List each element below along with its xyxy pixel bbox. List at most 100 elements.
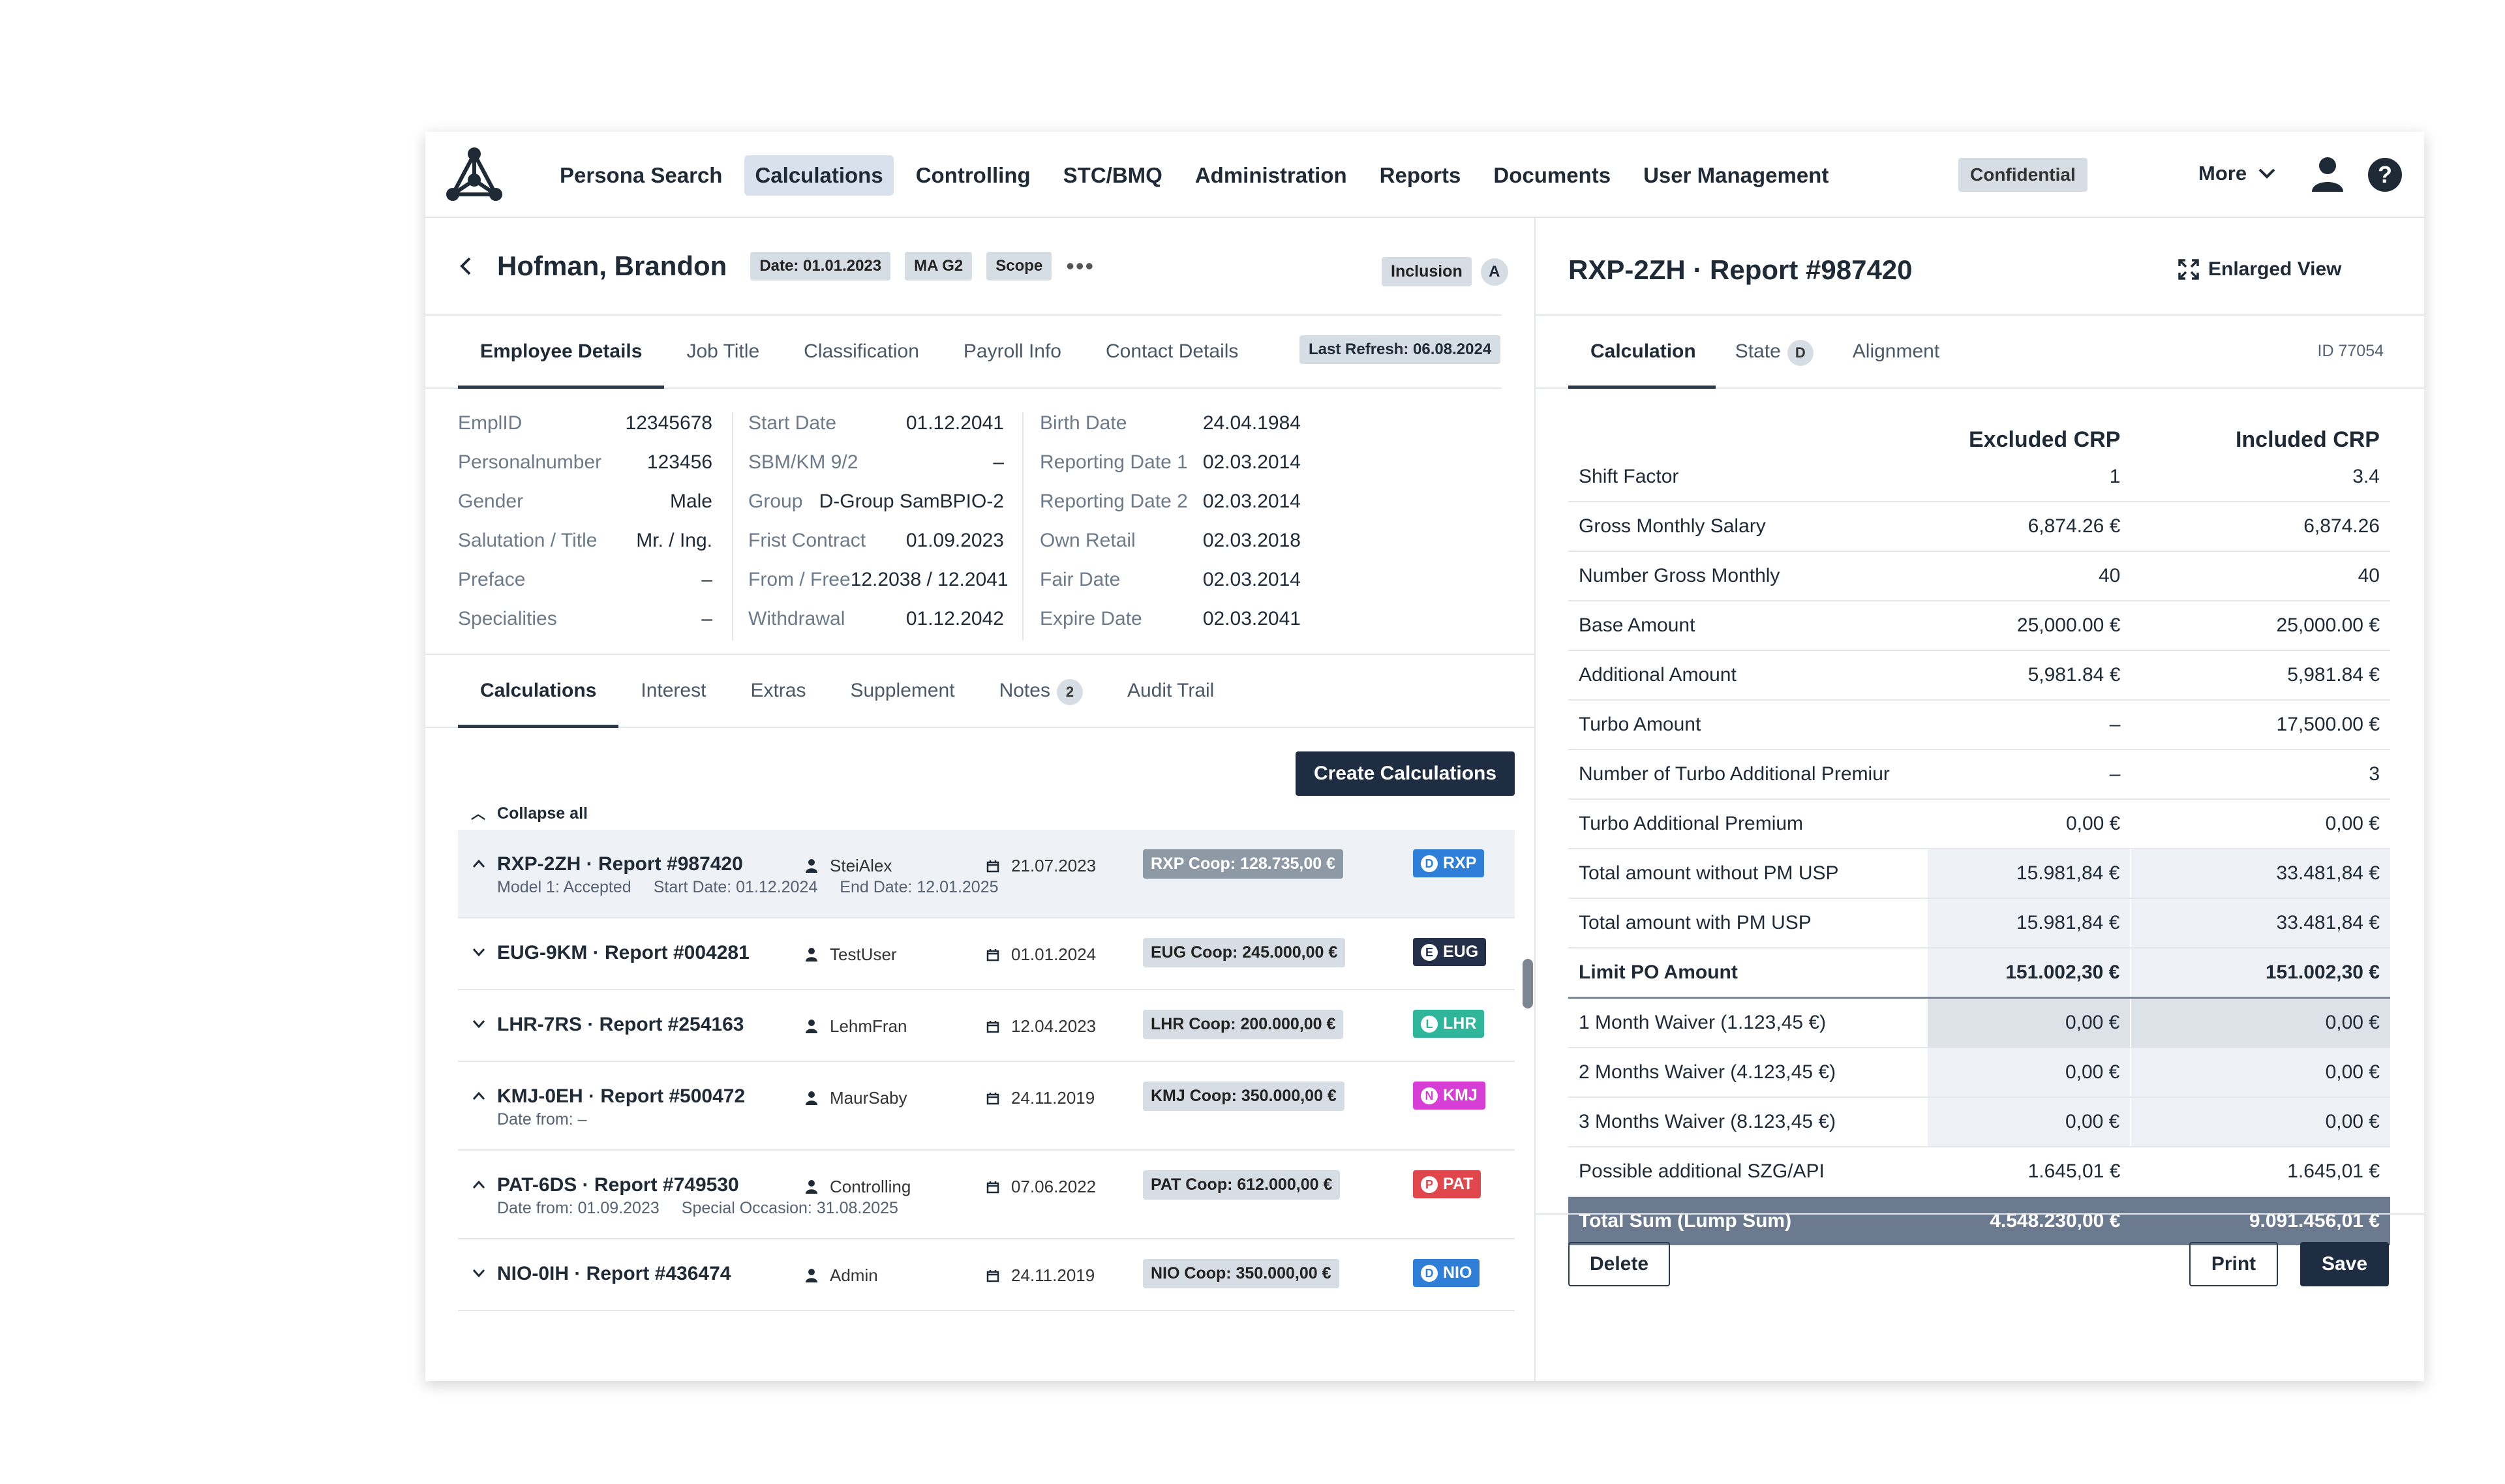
detail-row: Preface – <box>458 569 712 608</box>
logo-icon[interactable] <box>445 146 504 202</box>
report-date: 07.06.2022 <box>986 1177 1096 1197</box>
detail-value: 12345678 <box>625 412 712 434</box>
code-badge: P PAT <box>1413 1170 1481 1198</box>
details-column-1: EmplID 12345678 Personalnumber 123456 Gender… <box>458 412 712 647</box>
list-item[interactable]: RXP-2ZH · Report #987420 SteiAlex 21.07.20… <box>458 830 1515 918</box>
tab-state[interactable]: State D <box>1716 316 1833 387</box>
tab-classification[interactable]: Classification <box>804 341 919 362</box>
calculation-table: Excluded CRP Included CRP Shift Factor 1 3… <box>1568 412 2390 1245</box>
more-menu[interactable]: More <box>2198 162 2275 185</box>
chevron-down-icon[interactable] <box>472 1264 485 1282</box>
tab-interest[interactable]: Interest <box>618 655 728 727</box>
nav-item-administration[interactable]: Administration <box>1194 163 1347 187</box>
table-row: Turbo Additional Premium 0,00 €0,00 € <box>1568 799 2390 849</box>
create-calculations-button[interactable]: Create Calculations <box>1296 751 1515 796</box>
delete-button[interactable]: Delete <box>1568 1242 1670 1286</box>
tab-payroll-info[interactable]: Payroll Info <box>963 341 1061 362</box>
report-detail-text: Date from: – <box>497 1110 587 1128</box>
header-included-crp: Included CRP <box>2235 427 2380 452</box>
excluded-crp-value: 40 <box>1927 551 2131 601</box>
tab-calculations[interactable]: Calculations <box>458 655 619 728</box>
code-badge: D RXP <box>1413 849 1485 877</box>
report-row: PAT-6DS · Report #749530 Controlling 07.06… <box>458 1151 1515 1221</box>
tab-extras[interactable]: Extras <box>728 655 828 727</box>
report-date: 21.07.2023 <box>986 856 1096 876</box>
collapse-all-button[interactable]: ︿ Collapse all <box>471 802 588 823</box>
detail-label: Reporting Date 1 <box>1040 451 1188 473</box>
nav-item-documents[interactable]: Documents <box>1493 163 1611 187</box>
detail-label: Fair Date <box>1040 569 1121 590</box>
nav-item-controlling[interactable]: Controlling <box>915 163 1031 187</box>
detail-label: Group <box>748 491 803 512</box>
excluded-crp-value: 1 <box>1927 453 2131 502</box>
back-arrow-icon[interactable] <box>458 254 474 278</box>
more-options-icon[interactable]: ••• <box>1066 252 1095 279</box>
chevron-down-icon[interactable] <box>472 943 485 962</box>
last-refresh-badge: Last Refresh: 06.08.2024 <box>1299 335 1501 364</box>
report-title: PAT-6DS · Report #749530 <box>497 1174 739 1196</box>
report-user-name: MaurSaby <box>830 1088 907 1108</box>
detail-row: Start Date 01.12.2041 <box>748 412 1004 451</box>
report-details: Model 1: Accepted Start Date: 01.12.2024 E… <box>458 878 1515 917</box>
nav-item-user-management[interactable]: User Management <box>1643 163 1829 187</box>
tab-state-label: State <box>1735 341 1781 362</box>
included-crp-value: 151.002,30 € <box>2130 948 2390 999</box>
enlarged-view-button[interactable]: Enlarged View <box>2178 258 2342 280</box>
detail-label: Salutation / Title <box>458 530 598 551</box>
detail-row: From / Free 12.2038 / 12.2041 <box>748 569 1009 608</box>
list-item[interactable]: NIO-0IH · Report #436474 Admin 24.11.2019 N… <box>458 1239 1515 1311</box>
code-badge: L LHR <box>1413 1010 1485 1038</box>
tab-calculation[interactable]: Calculation <box>1568 316 1716 389</box>
chevron-up-icon[interactable] <box>472 855 485 873</box>
tab-supplement[interactable]: Supplement <box>828 655 977 727</box>
nav-item-persona-search[interactable]: Persona Search <box>560 163 723 187</box>
detail-row: Expire Date 02.03.2041 <box>1040 608 1301 647</box>
employee-detail-tabs: Employee Details Job Title Classification P… <box>425 314 1502 389</box>
list-item[interactable]: LHR-7RS · Report #254163 LehmFran 12.04.20… <box>458 990 1515 1062</box>
table-row: Total amount without PM USP 15.981,84 €33… <box>1568 849 2390 899</box>
excluded-crp-value: 4.548.230,00 € <box>1927 1196 2131 1245</box>
nav-item-stc-bmq[interactable]: STC/BMQ <box>1063 163 1162 187</box>
chevron-down-icon[interactable] <box>472 1015 485 1033</box>
detail-row: Frist Contract 01.09.2023 <box>748 530 1004 569</box>
row-label: Total amount without PM USP <box>1568 849 1928 899</box>
detail-row: Own Retail 02.03.2018 <box>1040 530 1301 569</box>
table-row: Total amount with PM USP 15.981,84 €33.48… <box>1568 898 2390 948</box>
scrollbar[interactable] <box>1523 959 1533 1008</box>
table-row: Additional Amount 5,981.84 €5,981.84 € <box>1568 650 2390 701</box>
person-icon <box>806 1091 817 1105</box>
tab-notes[interactable]: Notes 2 <box>977 655 1105 727</box>
tab-employee-details[interactable]: Employee Details <box>458 316 665 389</box>
detail-row: Reporting Date 1 02.03.2014 <box>1040 451 1301 491</box>
table-row: Number of Turbo Additional Premiur –3 <box>1568 750 2390 800</box>
chevron-up-icon[interactable] <box>472 1175 485 1194</box>
detail-value: 24.04.1984 <box>1202 412 1301 434</box>
user-icon[interactable] <box>2309 155 2346 192</box>
report-detail-text: Model 1: Accepted <box>497 878 631 896</box>
save-button[interactable]: Save <box>2300 1242 2389 1286</box>
report-user: MaurSaby <box>805 1088 907 1108</box>
footer-divider <box>1536 1213 2424 1215</box>
nav-item-calculations[interactable]: Calculations <box>744 155 894 196</box>
tab-job-title[interactable]: Job Title <box>686 341 760 362</box>
included-crp-value: 0,00 € <box>2130 1097 2390 1147</box>
code-letter-icon: N <box>1421 1087 1438 1104</box>
list-item[interactable]: EUG-9KM · Report #004281 TestUser 01.01.20… <box>458 918 1515 990</box>
chevron-up-icon[interactable] <box>472 1087 485 1105</box>
list-item[interactable]: PAT-6DS · Report #749530 Controlling 07.06… <box>458 1151 1515 1239</box>
details-column-2: Start Date 01.12.2041 SBM/KM 9/2 – Group D-Gr… <box>748 412 1009 647</box>
code-label: RXP <box>1443 854 1477 872</box>
detail-row: SBM/KM 9/2 – <box>748 451 1004 491</box>
tab-alignment[interactable]: Alignment <box>1852 341 1940 362</box>
excluded-crp-value: 25,000.00 € <box>1927 601 2131 651</box>
help-icon[interactable]: ? <box>2368 158 2402 192</box>
table-row: Base Amount 25,000.00 €25,000.00 € <box>1568 601 2390 651</box>
row-label: Shift Factor <box>1568 453 1928 502</box>
print-button[interactable]: Print <box>2189 1242 2278 1286</box>
list-item[interactable]: KMJ-0EH · Report #500472 MaurSaby 24.11.20… <box>458 1062 1515 1151</box>
report-row: NIO-0IH · Report #436474 Admin 24.11.2019 N… <box>458 1239 1515 1310</box>
nav-item-reports[interactable]: Reports <box>1379 163 1461 187</box>
code-letter-icon: P <box>1421 1175 1438 1193</box>
tab-audit-trail[interactable]: Audit Trail <box>1105 655 1236 727</box>
tab-contact-details[interactable]: Contact Details <box>1105 341 1239 362</box>
